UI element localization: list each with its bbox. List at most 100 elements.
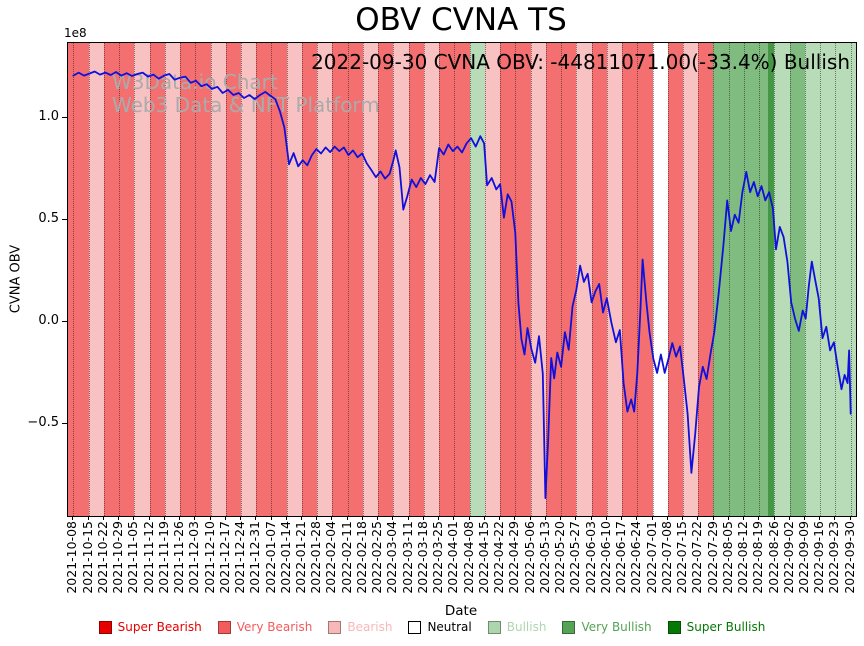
x-tick-label: 2022-01-21 bbox=[293, 521, 308, 594]
x-axis-label: Date bbox=[444, 603, 478, 619]
x-tick-mark bbox=[682, 516, 683, 520]
x-tick-label: 2021-10-08 bbox=[64, 521, 80, 594]
grid-line bbox=[88, 43, 90, 516]
x-tick-label: 2022-05-27 bbox=[567, 521, 583, 594]
sentiment-band-bu bbox=[774, 43, 790, 516]
legend-swatch bbox=[98, 620, 112, 634]
grid-line bbox=[835, 43, 837, 516]
legend-item: Bearish bbox=[328, 620, 392, 634]
x-tick-mark bbox=[346, 516, 348, 520]
x-tick-label: 2022-09-23 bbox=[826, 521, 842, 594]
sentiment-band-vb bbox=[180, 43, 196, 516]
x-tick-mark bbox=[727, 516, 729, 520]
legend-item: Very Bearish bbox=[217, 620, 312, 634]
grid-line bbox=[134, 43, 136, 516]
obv-line bbox=[72, 70, 852, 500]
grid-line bbox=[515, 43, 517, 516]
x-tick-mark bbox=[453, 516, 455, 520]
sentiment-band-vb bbox=[454, 43, 470, 516]
sentiment-band-vbu bbox=[713, 43, 729, 516]
grid-line bbox=[180, 43, 182, 516]
sentiment-band-vb bbox=[149, 43, 165, 516]
x-tick-mark bbox=[697, 516, 699, 520]
legend-swatch bbox=[562, 620, 576, 634]
x-tick-label: 2022-06-03 bbox=[582, 521, 598, 594]
grid-line bbox=[591, 43, 593, 516]
grid-line bbox=[423, 43, 425, 516]
grid-line bbox=[743, 43, 745, 516]
y-tick-mark bbox=[62, 219, 67, 221]
legend-swatch bbox=[217, 620, 231, 634]
x-tick-label: 2022-04-22 bbox=[491, 521, 507, 594]
watermark-line-2: Web3 Data & NFT Platform bbox=[112, 93, 380, 117]
y-tick-mark bbox=[62, 117, 67, 119]
sentiment-band-vb bbox=[347, 43, 363, 516]
grid-line bbox=[149, 43, 151, 516]
x-tick-mark bbox=[468, 516, 470, 520]
x-tick-mark bbox=[483, 516, 485, 520]
x-tick-label: 2021-12-31 bbox=[247, 521, 263, 594]
x-tick-mark bbox=[712, 516, 714, 520]
x-tick-mark bbox=[316, 516, 318, 520]
sentiment-band-b bbox=[423, 43, 440, 516]
grid-line bbox=[759, 43, 761, 516]
x-tick-mark bbox=[560, 516, 562, 520]
grid-line bbox=[210, 43, 212, 516]
sentiment-band-b bbox=[683, 43, 699, 516]
sentiment-band-vb bbox=[332, 43, 348, 516]
x-tick-mark bbox=[636, 516, 638, 520]
sentiment-band-vb bbox=[256, 43, 272, 516]
annotation-label: 2022-09-30 CVNA OBV: -44811071.00(-33.4%… bbox=[311, 50, 850, 74]
grid-line bbox=[393, 43, 395, 516]
sentiment-band-vb bbox=[68, 43, 74, 516]
x-tick-label: 2021-10-22 bbox=[94, 521, 110, 594]
grid-line bbox=[789, 43, 791, 516]
legend: Super Bearish Very Bearish Bearish Neutral B… bbox=[0, 620, 864, 634]
x-tick-mark bbox=[361, 516, 363, 520]
x-tick-label: 2022-02-04 bbox=[323, 521, 339, 594]
x-tick-mark bbox=[438, 516, 440, 520]
legend-label: Super Bullish bbox=[686, 620, 766, 634]
x-tick-mark bbox=[605, 516, 607, 520]
x-tick-label: 2021-12-17 bbox=[216, 521, 232, 594]
x-tick-label: 2022-02-25 bbox=[369, 521, 385, 594]
x-tick-label: 2021-11-26 bbox=[171, 521, 186, 594]
x-tick-label: 2022-04-29 bbox=[506, 521, 522, 594]
grid-line bbox=[652, 43, 654, 516]
grid-line bbox=[530, 43, 532, 516]
grid-line bbox=[622, 43, 624, 516]
x-tick-label: 2022-03-18 bbox=[414, 521, 430, 594]
sentiment-band-b bbox=[164, 43, 181, 516]
x-tick-mark bbox=[575, 516, 577, 520]
grid-line bbox=[103, 43, 105, 516]
sentiment-band-vb bbox=[408, 43, 424, 516]
x-tick-label: 2022-09-09 bbox=[795, 521, 811, 594]
grid-line bbox=[317, 43, 319, 516]
legend-item: Very Bullish bbox=[562, 620, 652, 634]
legend-item: Neutral bbox=[408, 620, 472, 634]
grid-line bbox=[256, 43, 258, 516]
grid-line bbox=[225, 43, 227, 516]
x-tick-mark bbox=[240, 516, 241, 520]
y-axis-offset-label: 1e8 bbox=[64, 26, 87, 40]
y-tick-mark bbox=[62, 321, 67, 323]
sentiment-band-vb bbox=[667, 43, 683, 516]
sentiment-band-vbu bbox=[743, 43, 760, 516]
x-tick-label: 2022-03-11 bbox=[399, 521, 415, 594]
x-tick-mark bbox=[87, 516, 89, 520]
sentiment-band-vb bbox=[500, 43, 516, 516]
grid-line bbox=[561, 43, 563, 516]
x-tick-mark bbox=[803, 516, 805, 520]
x-tick-mark bbox=[422, 516, 424, 520]
grid-line bbox=[850, 43, 852, 516]
x-tick-mark bbox=[148, 516, 150, 520]
x-tick-label: 2022-07-15 bbox=[674, 521, 689, 594]
x-tick-mark bbox=[331, 516, 333, 520]
legend-swatch bbox=[408, 620, 422, 634]
x-tick-label: 2022-05-06 bbox=[521, 521, 537, 594]
sentiment-band-bu bbox=[835, 43, 851, 516]
grid-line bbox=[378, 43, 380, 516]
grid-line bbox=[73, 43, 75, 516]
x-tick-mark bbox=[819, 516, 821, 520]
x-tick-mark bbox=[392, 516, 394, 520]
